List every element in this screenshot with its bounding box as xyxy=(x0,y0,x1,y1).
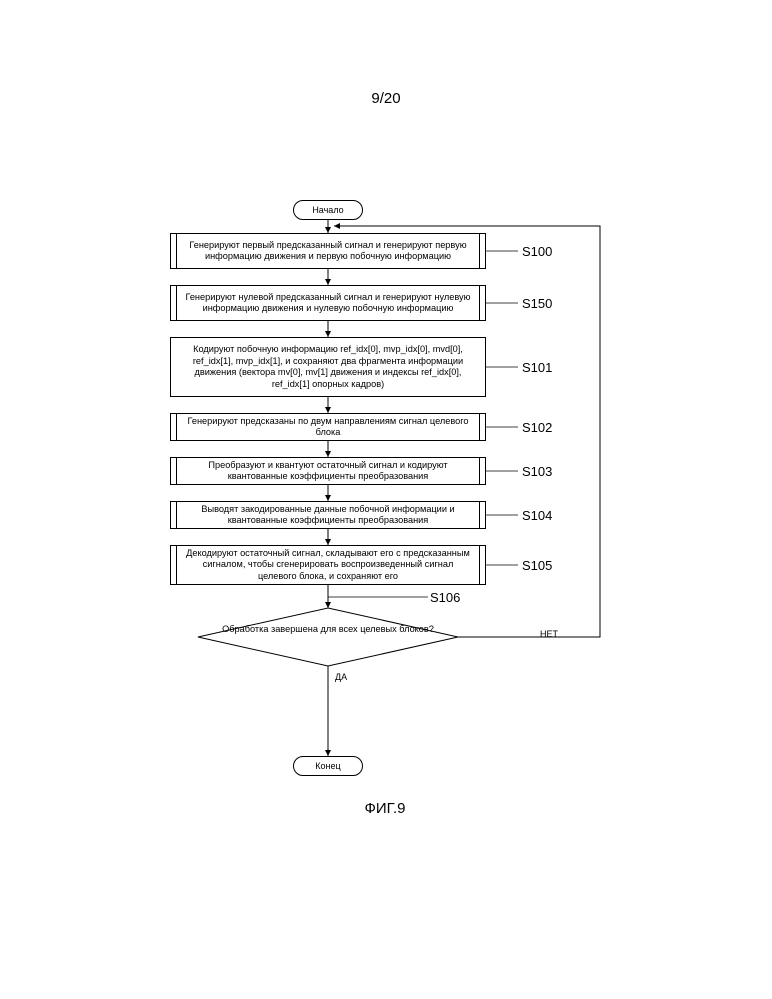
step-s105: Декодируют остаточный сигнал, складывают… xyxy=(170,545,486,585)
label-s102: S102 xyxy=(522,420,552,435)
step-s104-text: Выводят закодированные данные побочной и… xyxy=(185,504,471,527)
step-s104: Выводят закодированные данные побочной и… xyxy=(170,501,486,529)
edge-yes: ДА xyxy=(335,672,347,682)
edge-no: НЕТ xyxy=(540,629,558,639)
end-terminator: Конец xyxy=(293,756,363,776)
start-terminator: Начало xyxy=(293,200,363,220)
step-s100: Генерируют первый предсказанный сигнал и… xyxy=(170,233,486,269)
label-s106: S106 xyxy=(430,590,460,605)
label-s103: S103 xyxy=(522,464,552,479)
step-s100-text: Генерируют первый предсказанный сигнал и… xyxy=(185,240,471,263)
page-number: 9/20 xyxy=(0,90,772,107)
step-s102: Генерируют предсказаны по двум направлен… xyxy=(170,413,486,441)
step-s105-text: Декодируют остаточный сигнал, складывают… xyxy=(185,548,471,583)
step-s150-text: Генерируют нулевой предсказанный сигнал … xyxy=(185,292,471,315)
step-s101: Кодируют побочную информацию ref_idx[0],… xyxy=(170,337,486,397)
label-s101: S101 xyxy=(522,360,552,375)
label-s105: S105 xyxy=(522,558,552,573)
decision-s106-text: Обработка завершена для всех целевых бло… xyxy=(198,624,458,635)
step-s103-text: Преобразуют и квантуют остаточный сигнал… xyxy=(185,460,471,483)
flowchart: Начало Конец Генерируют первый предсказа… xyxy=(130,200,640,820)
label-s150: S150 xyxy=(522,296,552,311)
label-s104: S104 xyxy=(522,508,552,523)
step-s103: Преобразуют и квантуют остаточный сигнал… xyxy=(170,457,486,485)
figure-label: ФИГ.9 xyxy=(130,800,640,817)
label-s100: S100 xyxy=(522,244,552,259)
step-s150: Генерируют нулевой предсказанный сигнал … xyxy=(170,285,486,321)
step-s101-text: Кодируют побочную информацию ref_idx[0],… xyxy=(185,344,471,390)
step-s102-text: Генерируют предсказаны по двум направлен… xyxy=(185,416,471,439)
page: 9/20 xyxy=(0,0,772,999)
